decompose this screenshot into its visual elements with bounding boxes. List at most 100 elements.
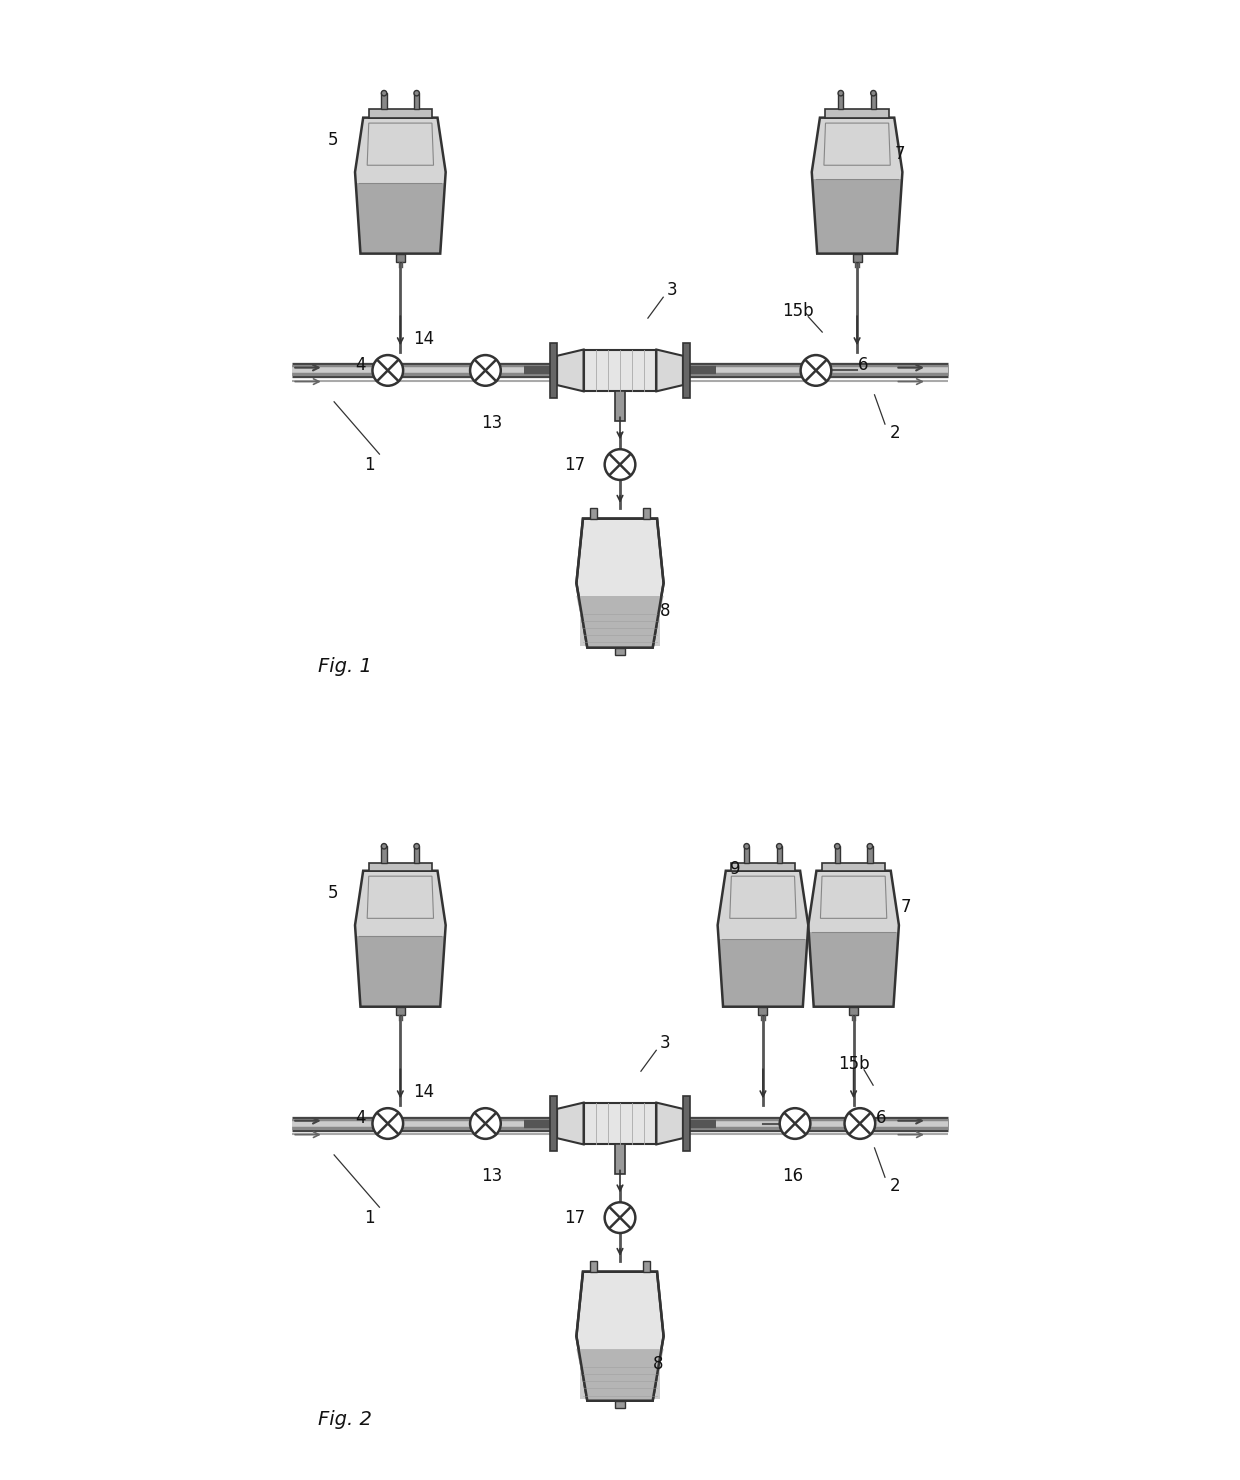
Bar [584, 349, 656, 391]
Circle shape [801, 355, 831, 386]
Circle shape [372, 1109, 403, 1140]
Text: 6: 6 [857, 355, 868, 374]
Polygon shape [355, 870, 445, 935]
Bar [870, 93, 877, 110]
Bar [590, 508, 596, 518]
Bar [826, 110, 889, 117]
Text: 14: 14 [413, 1083, 434, 1101]
Bar [732, 863, 795, 870]
Bar [368, 863, 432, 870]
Bar [683, 343, 689, 398]
Bar [551, 1097, 557, 1151]
Circle shape [605, 1202, 635, 1233]
Polygon shape [577, 518, 663, 648]
Circle shape [835, 844, 839, 850]
Text: 8: 8 [653, 1356, 663, 1373]
Circle shape [414, 844, 419, 850]
Bar [590, 1261, 596, 1271]
Circle shape [470, 1109, 501, 1140]
Circle shape [780, 1109, 811, 1140]
Bar [759, 1006, 768, 1015]
Text: Fig. 1: Fig. 1 [317, 657, 372, 676]
Text: 16: 16 [782, 1166, 804, 1185]
Text: 17: 17 [564, 1209, 585, 1227]
Text: 5: 5 [327, 885, 339, 903]
Polygon shape [356, 184, 445, 253]
Polygon shape [557, 349, 584, 391]
Bar [396, 253, 405, 262]
Bar [744, 847, 749, 863]
Circle shape [382, 844, 387, 850]
Bar [382, 93, 387, 110]
Polygon shape [557, 1103, 584, 1144]
Circle shape [838, 90, 843, 96]
Bar [835, 847, 839, 863]
Bar [580, 1347, 660, 1399]
Text: 7: 7 [900, 898, 911, 916]
Bar [822, 863, 885, 870]
Text: 13: 13 [481, 414, 502, 432]
Text: 5: 5 [327, 132, 339, 149]
Polygon shape [808, 870, 899, 932]
Bar [867, 847, 873, 863]
Polygon shape [656, 349, 683, 391]
Text: 2: 2 [890, 1177, 900, 1196]
Polygon shape [812, 117, 903, 179]
Bar [615, 1144, 625, 1174]
Bar [580, 593, 660, 645]
Circle shape [867, 844, 873, 850]
Bar [644, 508, 650, 518]
Bar [396, 1006, 405, 1015]
Text: 14: 14 [413, 330, 434, 348]
Text: 3: 3 [667, 281, 677, 299]
Text: 9: 9 [730, 860, 740, 878]
Polygon shape [577, 596, 663, 648]
Bar [683, 1097, 689, 1151]
Bar [382, 847, 387, 863]
Circle shape [470, 355, 501, 386]
Text: 4: 4 [356, 1109, 366, 1126]
Bar [776, 847, 782, 863]
Circle shape [870, 90, 877, 96]
Text: 4: 4 [356, 355, 366, 374]
Text: 6: 6 [877, 1109, 887, 1126]
Bar [551, 343, 557, 398]
Text: 15b: 15b [782, 302, 813, 320]
Text: 2: 2 [890, 425, 900, 443]
Polygon shape [656, 1103, 683, 1144]
Bar [615, 648, 625, 656]
Text: 1: 1 [363, 456, 374, 474]
Circle shape [844, 1109, 875, 1140]
Circle shape [605, 450, 635, 480]
Circle shape [744, 844, 749, 850]
Text: 1: 1 [363, 1209, 374, 1227]
Circle shape [414, 90, 419, 96]
Polygon shape [718, 870, 808, 938]
Bar [368, 110, 432, 117]
Text: Fig. 2: Fig. 2 [317, 1410, 372, 1430]
Bar [584, 1103, 656, 1144]
Bar [414, 93, 419, 110]
Circle shape [776, 844, 782, 850]
Bar [849, 1006, 858, 1015]
Polygon shape [718, 938, 807, 1006]
Bar [615, 1400, 625, 1409]
Bar [644, 1261, 650, 1271]
Polygon shape [812, 179, 901, 253]
Polygon shape [356, 935, 445, 1006]
Bar [853, 253, 862, 262]
Circle shape [382, 90, 387, 96]
Circle shape [372, 355, 403, 386]
Text: 13: 13 [481, 1166, 502, 1185]
Bar [615, 391, 625, 420]
Text: 3: 3 [660, 1035, 671, 1052]
Polygon shape [355, 117, 445, 184]
Polygon shape [577, 1271, 663, 1400]
Bar [838, 93, 843, 110]
Text: 15b: 15b [838, 1055, 869, 1073]
Text: 17: 17 [564, 456, 585, 474]
Polygon shape [808, 932, 899, 1006]
Polygon shape [577, 1350, 663, 1400]
Bar [414, 847, 419, 863]
Text: 7: 7 [895, 145, 905, 163]
